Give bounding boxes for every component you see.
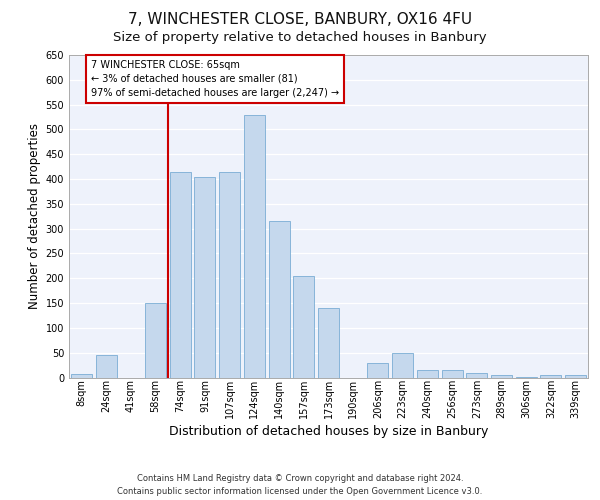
Bar: [293, 276, 314, 378]
Text: 7 WINCHESTER CLOSE: 65sqm
← 3% of detached houses are smaller (81)
97% of semi-d: 7 WINCHESTER CLOSE: 65sqm ← 3% of detach…: [91, 60, 340, 98]
Bar: [170, 172, 191, 378]
Bar: [516, 376, 537, 378]
Bar: [417, 370, 438, 378]
Bar: [219, 172, 240, 378]
Bar: [194, 176, 215, 378]
Bar: [145, 303, 166, 378]
Bar: [318, 308, 339, 378]
Bar: [442, 370, 463, 378]
Text: 7, WINCHESTER CLOSE, BANBURY, OX16 4FU: 7, WINCHESTER CLOSE, BANBURY, OX16 4FU: [128, 12, 472, 28]
Bar: [71, 374, 92, 378]
Bar: [367, 362, 388, 378]
Bar: [95, 355, 116, 378]
Y-axis label: Number of detached properties: Number of detached properties: [28, 123, 41, 309]
Bar: [244, 114, 265, 378]
Bar: [541, 375, 562, 378]
Bar: [269, 221, 290, 378]
Bar: [466, 372, 487, 378]
Bar: [491, 375, 512, 378]
Bar: [565, 375, 586, 378]
X-axis label: Distribution of detached houses by size in Banbury: Distribution of detached houses by size …: [169, 425, 488, 438]
Text: Contains HM Land Registry data © Crown copyright and database right 2024.
Contai: Contains HM Land Registry data © Crown c…: [118, 474, 482, 496]
Text: Size of property relative to detached houses in Banbury: Size of property relative to detached ho…: [113, 31, 487, 44]
Bar: [392, 352, 413, 378]
